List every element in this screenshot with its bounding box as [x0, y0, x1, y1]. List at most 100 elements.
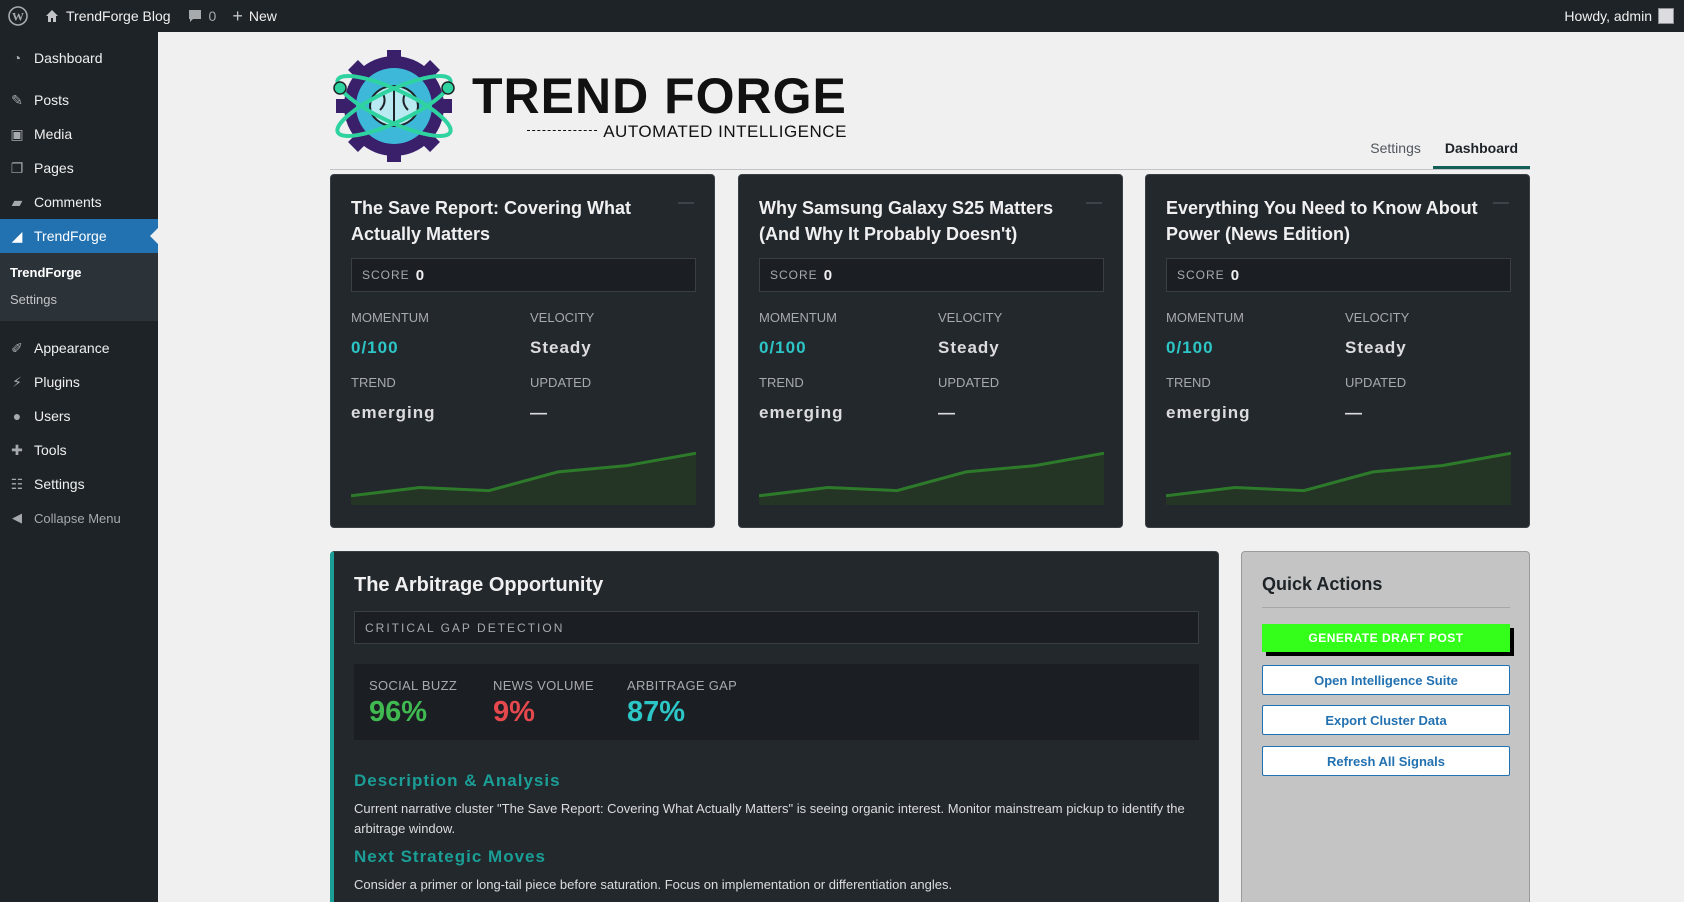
score-label: SCORE [1177, 268, 1225, 282]
quick-actions-panel: Quick Actions GENERATE DRAFT POST Open I… [1241, 551, 1530, 902]
momentum-label: MOMENTUM [759, 310, 837, 325]
divider [1262, 607, 1510, 608]
stats-box: SOCIAL BUZZ 96% NEWS VOLUME 9% ARBITRAGE… [354, 664, 1199, 740]
sidebar-item-label: Appearance [34, 340, 110, 356]
trend-value: emerging [351, 403, 436, 422]
wrench-icon: ✚ [11, 441, 23, 458]
updated-label: UPDATED [530, 375, 592, 390]
description-text: Current narrative cluster "The Save Repo… [354, 801, 1185, 836]
admin-bar: W TrendForge Blog 0 + New Howdy, admin [0, 0, 1684, 32]
trend-value: emerging [1166, 403, 1251, 422]
momentum-value: 0/100 [759, 338, 807, 357]
score-value: 0 [823, 266, 834, 284]
site-name-link[interactable]: TrendForge Blog [36, 0, 179, 32]
updated-label: UPDATED [1345, 375, 1407, 390]
trendforge-submenu: TrendForge Settings [0, 253, 158, 321]
brain-gear-logo-icon [333, 50, 455, 162]
velocity-label: VELOCITY [938, 310, 1003, 325]
updated-label: UPDATED [938, 375, 1000, 390]
plugin-header: TREND FORGE AUTOMATED INTELLIGENCE Setti… [330, 50, 1530, 170]
wordpress-logo-icon[interactable]: W [0, 0, 36, 32]
export-cluster-data-button[interactable]: Export Cluster Data [1262, 705, 1510, 735]
new-label: New [248, 8, 277, 24]
sparkline-line [1166, 451, 1511, 498]
sidebar-item-comments[interactable]: ▰ Comments [0, 185, 158, 219]
sparkline-area [1166, 453, 1511, 505]
velocity-value: Steady [1345, 338, 1407, 357]
comment-bubble-icon [188, 10, 201, 22]
trend-label: TREND [351, 375, 396, 390]
collapse-menu-label: Collapse Menu [34, 510, 121, 526]
card-title: Why Samsung Galaxy S25 Matters (And Why … [759, 198, 1054, 244]
score-label: SCORE [770, 268, 818, 282]
howdy-text: Howdy, admin [1564, 8, 1652, 24]
trend-value: emerging [759, 403, 844, 422]
arbitrage-panel: The Arbitrage Opportunity CRITICAL GAP D… [330, 551, 1219, 902]
stat-arbitrage-gap: ARBITRAGE GAP 87% [627, 678, 737, 729]
description-heading: Description & Analysis [354, 771, 561, 790]
logo-subtitle: AUTOMATED INTELLIGENCE [603, 122, 847, 141]
sidebar-item-appearance[interactable]: ✐ Appearance [0, 331, 158, 365]
quick-actions-title: Quick Actions [1262, 574, 1383, 594]
sidebar-item-label: Tools [34, 442, 67, 458]
new-content-link[interactable]: + New [224, 0, 285, 32]
plug-icon: ⚡ [12, 373, 22, 390]
sidebar-item-media[interactable]: ▣ Media [0, 117, 158, 151]
card-menu-icon[interactable] [1493, 202, 1509, 204]
sidebar-item-label: Users [34, 408, 71, 424]
updated-value: — [938, 403, 956, 422]
next-moves-text: Consider a primer or long-tail piece bef… [354, 877, 953, 892]
main-content: TREND FORGE AUTOMATED INTELLIGENCE Setti… [158, 32, 1684, 902]
sliders-icon: ☷ [10, 475, 24, 492]
account-menu[interactable]: Howdy, admin [1564, 8, 1684, 24]
stat-value: 87% [627, 696, 686, 728]
sidebar-item-tools[interactable]: ✚ Tools [0, 433, 158, 467]
card-title: The Save Report: Covering What Actually … [351, 198, 632, 244]
site-name: TrendForge Blog [66, 8, 171, 24]
brush-icon: ✐ [11, 339, 23, 356]
trendforge-logo: TREND FORGE AUTOMATED INTELLIGENCE [330, 50, 847, 162]
home-icon [46, 10, 58, 22]
plus-icon: + [232, 5, 243, 26]
sidebar-item-plugins[interactable]: ⚡ Plugins [0, 365, 158, 399]
stat-value: 96% [369, 696, 428, 728]
comments-count: 0 [208, 8, 217, 24]
collapse-menu-button[interactable]: ◀ Collapse Menu [0, 501, 158, 535]
card-menu-icon[interactable] [1086, 202, 1102, 204]
sidebar-item-label: Media [34, 126, 73, 142]
sparkline-line [759, 451, 1104, 498]
sidebar-item-trendforge[interactable]: ◢ TrendForge [0, 219, 158, 253]
tab-dashboard[interactable]: Dashboard [1432, 130, 1530, 169]
tab-settings[interactable]: Settings [1370, 140, 1421, 156]
velocity-label: VELOCITY [530, 310, 595, 325]
momentum-label: MOMENTUM [1166, 310, 1244, 325]
generate-draft-post-button[interactable]: GENERATE DRAFT POST [1262, 624, 1510, 652]
trend-label: TREND [1166, 375, 1211, 390]
refresh-all-signals-button[interactable]: Refresh All Signals [1262, 746, 1510, 776]
sidebar-item-dashboard[interactable]: ◔ Dashboard [0, 41, 158, 75]
sidebar-item-posts[interactable]: ✎ Posts [0, 83, 158, 117]
trend-label: TREND [759, 375, 804, 390]
submenu-item-trendforge[interactable]: TrendForge [10, 265, 82, 280]
plugin-tabs: Settings Dashboard [1358, 130, 1530, 169]
arbitrage-title: The Arbitrage Opportunity [354, 574, 604, 596]
card-menu-icon[interactable] [678, 202, 694, 204]
submenu-item-settings[interactable]: Settings [10, 292, 57, 307]
logo-dash-line [527, 129, 598, 131]
sparkline-chart [1166, 451, 1511, 505]
open-intelligence-suite-button[interactable]: Open Intelligence Suite [1262, 665, 1510, 695]
sidebar-item-label: Dashboard [34, 50, 103, 66]
comments-link[interactable]: 0 [179, 0, 225, 32]
trend-card: The Save Report: Covering What Actually … [330, 174, 715, 528]
score-box: SCORE 0 [351, 258, 696, 292]
sidebar-item-pages[interactable]: ❐ Pages [0, 151, 158, 185]
score-box: SCORE 0 [1166, 258, 1511, 292]
next-moves-heading: Next Strategic Moves [354, 847, 546, 866]
stat-news-volume: NEWS VOLUME 9% [493, 678, 594, 729]
trend-card: Why Samsung Galaxy S25 Matters (And Why … [738, 174, 1123, 528]
gap-detection-bar: CRITICAL GAP DETECTION [354, 611, 1199, 644]
admin-sidebar: ◔ Dashboard ✎ Posts ▣ Media ❐ Pages ▰ Comment… [0, 32, 158, 902]
sidebar-item-settings[interactable]: ☷ Settings [0, 467, 158, 501]
sidebar-item-users[interactable]: ● Users [0, 399, 158, 433]
momentum-label: MOMENTUM [351, 310, 429, 325]
